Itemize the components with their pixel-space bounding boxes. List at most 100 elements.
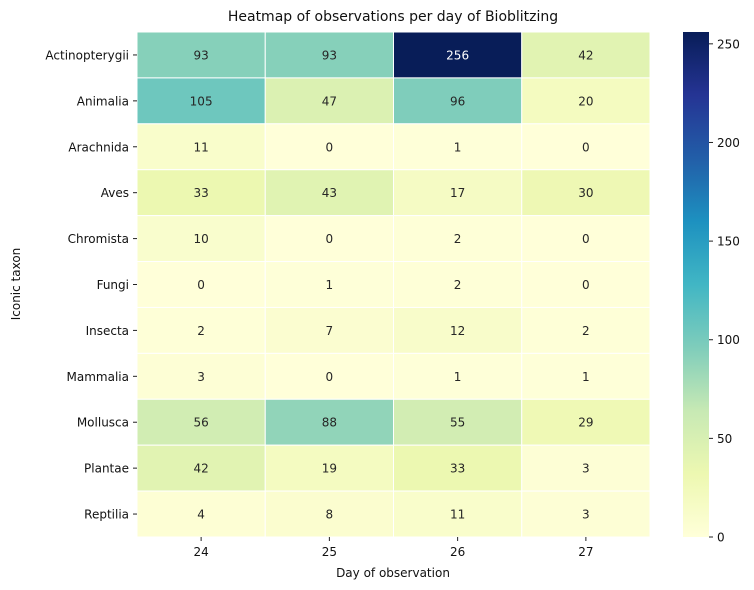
heatmap-cell: [393, 31, 523, 79]
cell-annotation: 47: [322, 94, 337, 108]
colorbar-tick-label: 250: [717, 37, 740, 51]
y-tick-label: Plantae: [84, 462, 129, 476]
heatmap-cell: [393, 490, 523, 538]
y-tick-label: Chromista: [68, 232, 129, 246]
heatmap-cell: [264, 77, 394, 125]
cell-annotation: 33: [193, 186, 208, 200]
chart-title: Heatmap of observations per day of Biobl…: [228, 9, 558, 25]
y-tick-label: Animalia: [77, 94, 129, 108]
cell-annotation: 0: [582, 278, 590, 292]
heatmap-cell: [136, 31, 266, 79]
heatmap-cell: [521, 444, 651, 492]
x-tick-label: 26: [450, 545, 465, 559]
cell-annotation: 20: [578, 94, 593, 108]
cell-annotation: 30: [578, 186, 593, 200]
colorbar-tick-label: 0: [717, 531, 725, 545]
cell-annotation: 256: [446, 48, 469, 62]
cell-annotation: 1: [454, 370, 462, 384]
cell-annotation: 0: [197, 278, 205, 292]
heatmap-cell: [521, 215, 651, 263]
cell-annotation: 19: [322, 462, 337, 476]
colorbar: [683, 32, 709, 537]
cell-annotation: 2: [197, 324, 205, 338]
heatmap-cell: [264, 169, 394, 217]
cell-annotation: 93: [322, 48, 337, 62]
cell-annotation: 2: [454, 232, 462, 246]
cell-annotation: 0: [326, 140, 334, 154]
cell-annotation: 93: [193, 48, 208, 62]
cell-annotation: 0: [582, 232, 590, 246]
colorbar-tick-label: 150: [717, 235, 740, 249]
cell-annotation: 0: [582, 140, 590, 154]
y-tick-label: Reptilia: [84, 508, 129, 522]
y-tick-label: Insecta: [86, 324, 129, 338]
x-tick-label: 25: [322, 545, 337, 559]
heatmap-cell: [264, 215, 394, 263]
colorbar-ticks: 0 50 100 150 200 250: [709, 37, 740, 545]
x-axis-ticks: 24 25 26 27: [193, 537, 594, 559]
cell-annotation: 11: [450, 508, 465, 522]
heatmap-cell: [521, 398, 651, 446]
heatmap-cell: [521, 490, 651, 538]
heatmap-cell: [264, 261, 394, 308]
colorbar-tick-label: 50: [717, 432, 732, 446]
cell-annotation: 8: [326, 508, 334, 522]
x-tick-label: 27: [578, 545, 593, 559]
y-tick-label: Arachnida: [68, 140, 129, 154]
colorbar-tick-label: 200: [717, 136, 740, 150]
cell-annotation: 7: [326, 324, 334, 338]
heatmap-cell: [136, 261, 266, 308]
y-axis-ticks: Actinopterygii Animalia Arachnida Aves Chrom…: [45, 48, 137, 522]
y-tick-label: Fungi: [97, 278, 129, 292]
heatmap-cell: [136, 352, 266, 400]
cell-annotation: 105: [190, 94, 213, 108]
cell-annotation: 88: [322, 416, 337, 430]
cell-annotation: 56: [193, 416, 208, 430]
y-tick-label: Actinopterygii: [45, 48, 129, 62]
heatmap-cell: [264, 123, 394, 171]
cell-annotation: 1: [326, 278, 334, 292]
cell-annotation: 3: [197, 370, 205, 384]
heatmap-cell: [264, 490, 394, 538]
x-tick-label: 24: [193, 545, 208, 559]
cell-annotation: 3: [582, 508, 590, 522]
cell-annotation: 10: [193, 232, 208, 246]
cell-annotation: 42: [193, 462, 208, 476]
heatmap-cell: [136, 306, 266, 354]
heatmap-cell: [393, 352, 523, 400]
cell-annotation: 2: [582, 324, 590, 338]
heatmap-cell: [521, 169, 651, 217]
heatmap-cell: [393, 261, 523, 308]
heatmap-cell: [136, 444, 266, 492]
cell-annotation: 0: [326, 370, 334, 384]
cell-annotation: 42: [578, 48, 593, 62]
cell-annotation: 96: [450, 94, 465, 108]
y-tick-label: Mammalia: [67, 370, 129, 384]
heatmap-cell: [521, 261, 651, 308]
cell-annotation: 4: [197, 508, 205, 522]
heatmap-cell: [393, 215, 523, 263]
heatmap-cell: [521, 306, 651, 354]
cell-annotation: 17: [450, 186, 465, 200]
colorbar-tick-label: 100: [717, 333, 740, 347]
cell-annotation: 1: [454, 140, 462, 154]
heatmap-cell: [521, 31, 651, 79]
y-tick-label: Mollusca: [77, 416, 129, 430]
heatmap-cell: [521, 123, 651, 171]
heatmap-cell: [264, 444, 394, 492]
y-tick-label: Aves: [101, 186, 129, 200]
cell-annotation: 43: [322, 186, 337, 200]
cell-annotation: 12: [450, 324, 465, 338]
heatmap-cell: [521, 77, 651, 125]
cell-annotation: 11: [193, 140, 208, 154]
heatmap-cell: [393, 306, 523, 354]
heatmap-cell: [393, 444, 523, 492]
cell-annotation: 33: [450, 462, 465, 476]
cell-annotation: 55: [450, 416, 465, 430]
cell-annotation: 2: [454, 278, 462, 292]
cell-annotation: 1: [582, 370, 590, 384]
cell-annotation: 0: [326, 232, 334, 246]
y-axis-label: Iconic taxon: [9, 248, 23, 321]
